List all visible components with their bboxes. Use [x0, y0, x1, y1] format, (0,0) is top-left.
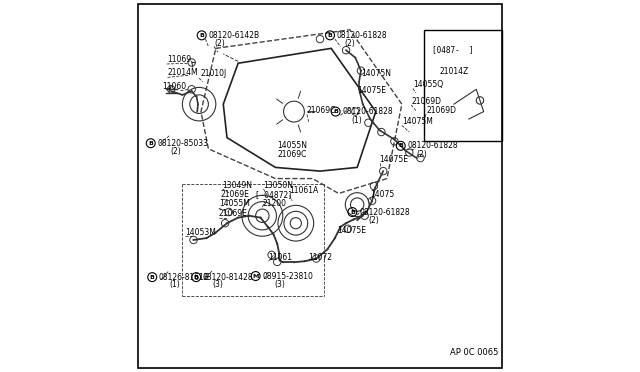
Text: 21010J: 21010J [201, 69, 227, 78]
Text: 21069E: 21069E [219, 209, 248, 218]
Text: (2): (2) [417, 150, 428, 159]
Text: 13049N: 13049N [223, 181, 253, 190]
Text: B: B [199, 33, 204, 38]
Text: (1): (1) [351, 116, 362, 125]
Text: 21069E: 21069E [220, 190, 249, 199]
Text: 14075M: 14075M [402, 118, 433, 126]
Text: (2): (2) [214, 39, 225, 48]
Text: [ -04872]: [ -04872] [256, 190, 291, 199]
Text: 21014Z: 21014Z [439, 67, 468, 76]
Text: 11069: 11069 [167, 55, 191, 64]
Text: 14055Q: 14055Q [413, 80, 443, 89]
Text: 08120-61828: 08120-61828 [342, 107, 393, 116]
Text: 08120-61828: 08120-61828 [337, 31, 387, 40]
Text: (3): (3) [212, 280, 223, 289]
Text: B: B [328, 33, 333, 38]
Text: (3): (3) [275, 280, 285, 289]
Text: 11061A: 11061A [289, 186, 319, 195]
Text: 08120-61828: 08120-61828 [408, 141, 458, 150]
Text: 08126-8161E: 08126-8161E [159, 273, 209, 282]
Text: (2): (2) [369, 216, 379, 225]
Text: 21069D: 21069D [411, 97, 441, 106]
Text: [0487-  ]: [0487- ] [431, 45, 473, 54]
Text: 21014M: 21014M [168, 68, 198, 77]
Text: 21200: 21200 [262, 199, 286, 208]
Text: M: M [252, 273, 259, 279]
Text: B: B [150, 275, 155, 280]
Text: AP 0C 0065: AP 0C 0065 [450, 348, 499, 357]
Text: (1): (1) [170, 280, 180, 289]
Text: B: B [148, 141, 153, 146]
Text: 13050N: 13050N [264, 181, 294, 190]
Text: 08120-61828: 08120-61828 [359, 208, 410, 217]
Text: 11061: 11061 [269, 253, 292, 262]
Text: B: B [350, 209, 355, 215]
Text: 14075E: 14075E [357, 86, 386, 95]
Text: 08120-81428: 08120-81428 [203, 273, 253, 282]
Text: 14055M: 14055M [219, 199, 250, 208]
Text: 14075: 14075 [370, 190, 394, 199]
Text: B: B [333, 109, 338, 114]
Text: 14075E: 14075E [380, 155, 408, 164]
Text: 21069D: 21069D [426, 106, 456, 115]
Text: 11072: 11072 [308, 253, 332, 262]
Text: (2): (2) [170, 147, 181, 156]
Text: 08120-85033: 08120-85033 [157, 139, 209, 148]
Text: 11060: 11060 [162, 82, 186, 91]
Text: 14055N: 14055N [277, 141, 307, 150]
Text: 14075N: 14075N [361, 69, 391, 78]
Text: 21069C: 21069C [307, 106, 337, 115]
Text: 14053M: 14053M [186, 228, 216, 237]
Text: 21069C: 21069C [277, 150, 307, 159]
Text: B: B [194, 275, 198, 280]
Text: 14075E: 14075E [337, 226, 365, 235]
Text: 08120-6142B: 08120-6142B [209, 31, 260, 40]
Text: (2): (2) [344, 39, 355, 48]
Text: 08915-23810: 08915-23810 [262, 272, 313, 280]
Bar [424, 30, 502, 141]
Text: B: B [398, 143, 403, 148]
